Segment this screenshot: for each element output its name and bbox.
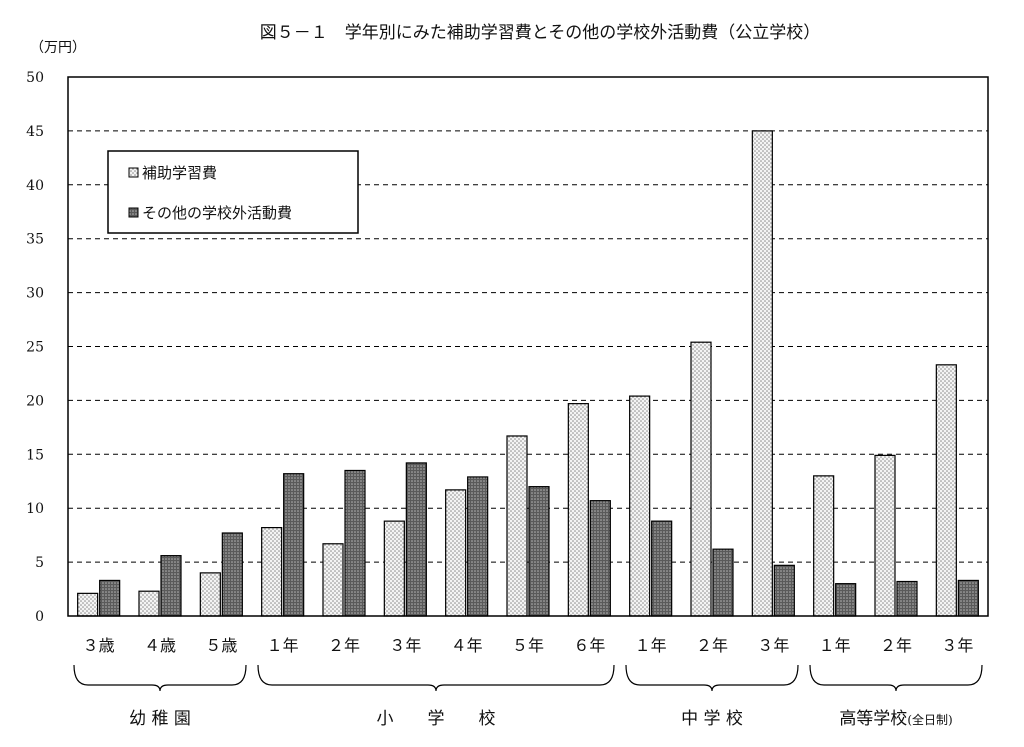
bar-supplementary (935, 364, 957, 617)
x-tick-label: １年 (819, 636, 851, 655)
legend: 補助学習費 その他の学校外活動費 (107, 150, 359, 234)
x-tick-label: ３歳 (83, 636, 115, 655)
bar-other (589, 500, 611, 617)
bar-supplementary (322, 543, 344, 617)
bar-supplementary (261, 527, 283, 617)
y-tick-label: 35 (26, 232, 44, 248)
y-tick-label: 0 (35, 609, 44, 625)
bar-supplementary (567, 403, 589, 617)
bar-supplementary (138, 590, 160, 617)
group-brace (73, 664, 247, 692)
y-tick-label: 20 (26, 393, 44, 409)
chart-title: 図５－１ 学年別にみた補助学習費とその他の学校外活動費（公立学校） (260, 23, 821, 43)
y-tick-label: 30 (26, 286, 44, 302)
y-tick-label: 25 (26, 340, 44, 356)
group-brace (257, 664, 615, 692)
bar-other (160, 555, 182, 617)
group-label: 小 学 校 (377, 709, 496, 729)
y-axis-label: （万円） (30, 40, 86, 56)
x-tick-label: ２年 (880, 636, 912, 655)
group-label-note: (全日制) (907, 712, 952, 727)
bar-other (283, 473, 305, 617)
legend-swatch-supplementary (128, 167, 139, 178)
legend-label-supplementary: 補助学習費 (142, 164, 217, 182)
y-tick-label: 40 (26, 178, 44, 194)
x-tick-label: ２年 (328, 636, 360, 655)
bar-other (221, 532, 243, 617)
x-tick-label: １年 (267, 636, 299, 655)
bar-supplementary (77, 592, 99, 617)
x-tick-label: ５歳 (205, 636, 237, 655)
legend-label-other: その他の学校外活動費 (142, 204, 292, 222)
bar-other (405, 462, 427, 617)
plot-frame (67, 76, 989, 617)
x-tick-label: ６年 (573, 636, 605, 655)
y-tick-label: 10 (26, 501, 44, 517)
x-tick-label: ３年 (389, 636, 421, 655)
x-tick-label: ４年 (451, 636, 483, 655)
bar-other (528, 486, 550, 617)
y-axis-ticks: 0 5 10 15 20 25 30 35 40 45 50 (26, 70, 44, 625)
x-tick-label: ２年 (696, 636, 728, 655)
gridlines (68, 130, 988, 563)
bar-supplementary (445, 489, 467, 617)
bar-supplementary (690, 341, 712, 617)
legend-swatch-other (128, 207, 139, 218)
group-brace (809, 664, 983, 692)
group-label: 中 学 校 (681, 709, 743, 729)
bar-supplementary (629, 395, 651, 617)
x-tick-label: ３年 (757, 636, 789, 655)
bar-other (835, 583, 857, 617)
bar-other (712, 548, 734, 617)
x-tick-label: ３年 (941, 636, 973, 655)
group-brace (625, 664, 799, 692)
y-tick-label: 50 (26, 70, 44, 86)
group-label: 幼 稚 園 (129, 709, 191, 729)
bar-supplementary (813, 475, 835, 617)
bar-other (651, 520, 673, 617)
bar-other (344, 469, 366, 617)
bar-other (773, 564, 795, 617)
bar-supplementary (506, 435, 528, 617)
bar-other (957, 579, 979, 617)
bar-other (99, 579, 121, 617)
x-tick-label: １年 (635, 636, 667, 655)
category-groups: 幼 稚 園 小 学 校 中 学 校 高等学校(全日制) (73, 664, 983, 729)
x-axis-ticks: ３歳 ４歳 ５歳 １年 ２年 ３年 ４年 ５年 ６年 １年 ２年 ３年 １年 ２年 ３年 (83, 636, 974, 655)
bar-supplementary (751, 130, 773, 617)
y-tick-label: 15 (26, 447, 44, 463)
bar-other (467, 476, 489, 617)
bar-supplementary (199, 572, 221, 617)
x-tick-label: ５年 (512, 636, 544, 655)
bar-supplementary (874, 454, 896, 617)
bar-other (896, 580, 918, 617)
legend-box (107, 150, 359, 234)
bar-supplementary (383, 520, 405, 617)
y-tick-label: 45 (26, 124, 44, 140)
x-tick-label: ４歳 (144, 636, 176, 655)
y-tick-label: 5 (35, 555, 44, 571)
group-label: 高等学校(全日制) (839, 709, 952, 729)
